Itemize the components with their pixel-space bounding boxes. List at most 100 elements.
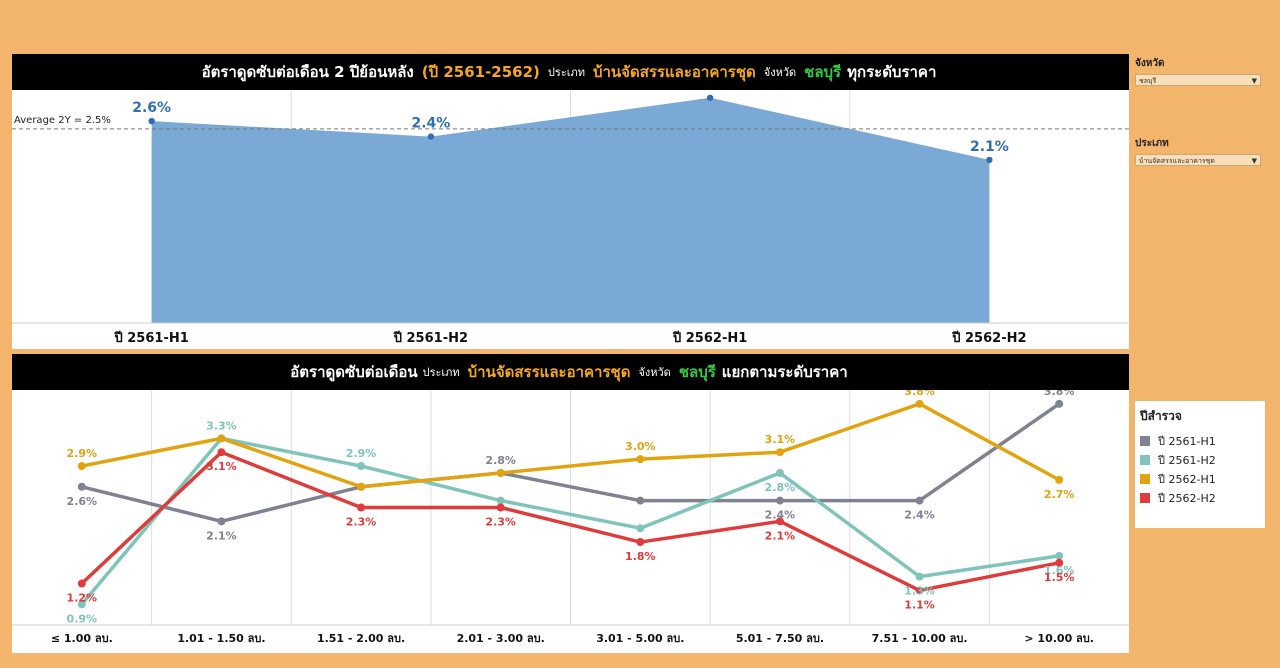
bottom-chart-title: อัตราดูดซับต่อเดือน ประเภท บ้านจัดสรรและ… <box>12 354 1129 390</box>
data-label: 0.9% <box>67 612 98 625</box>
province-select-value: ชลบุรี <box>1139 77 1157 85</box>
data-point <box>77 600 86 609</box>
bottom-title-type-value: บ้านจัดสรรและอาคารชุด <box>467 363 631 381</box>
data-label: 2.4% <box>411 116 450 132</box>
series-line <box>81 402 1061 524</box>
chevron-down-icon: ▼ <box>1251 77 1257 85</box>
data-point <box>1055 399 1064 408</box>
x-tick-label: ปี 2562-H2 <box>951 330 1026 346</box>
data-label: 2.9% <box>691 90 730 93</box>
bottom-title-main: อัตราดูดซับต่อเดือน <box>290 363 418 381</box>
data-point <box>357 462 366 471</box>
data-point <box>496 503 505 512</box>
legend-item[interactable]: ปี 2561-H1 <box>1140 431 1265 450</box>
x-tick-label: ปี 2561-H2 <box>393 330 468 346</box>
data-label: 2.8% <box>765 481 796 494</box>
data-point <box>427 133 435 140</box>
data-label: 2.1% <box>206 529 237 542</box>
top-title-type-value: บ้านจัดสรรและอาคารชุด <box>592 63 756 81</box>
x-tick-label: ≤ 1.00 ลบ. <box>51 632 113 645</box>
x-tick-label: 2.01 - 3.00 ลบ. <box>457 632 545 645</box>
x-tick-label: ปี 2561-H1 <box>113 330 188 346</box>
x-tick-label: ปี 2562-H1 <box>672 330 747 346</box>
bottom-title-suffix: แยกตามระดับราคา <box>721 363 848 381</box>
top-title-suffix: ทุกระดับราคา <box>847 63 937 81</box>
data-point <box>636 455 645 464</box>
legend-item[interactable]: ปี 2562-H2 <box>1140 488 1265 507</box>
province-filter-label: จังหวัด <box>1135 58 1165 69</box>
data-point <box>986 156 993 164</box>
top-chart-panel: 2.6% 2.4% 2.9% 2.1% Average 2Y = 2.5% ปี 2561… <box>12 77 1129 349</box>
top-title-years: (ปี 2561-2562) <box>421 63 540 81</box>
data-point <box>77 462 86 471</box>
data-label: 2.3% <box>346 516 377 529</box>
series-line <box>80 436 1060 606</box>
data-label: 3.1% <box>206 460 237 473</box>
data-point <box>496 468 505 477</box>
chevron-down-icon: ▼ <box>1251 157 1257 165</box>
legend-title: ปีสำรวจ <box>1140 409 1182 423</box>
data-point <box>915 496 924 505</box>
data-label: 1.6% <box>1044 564 1075 577</box>
data-point <box>496 496 505 505</box>
type-filter-label: ประเภท <box>1135 138 1169 149</box>
area-fill <box>151 97 990 323</box>
x-tick-label: 1.01 - 1.50 ลบ. <box>177 632 265 645</box>
legend-label: ปี 2562-H2 <box>1158 491 1216 505</box>
data-point <box>217 517 226 526</box>
data-point <box>1055 551 1064 560</box>
data-label: 2.1% <box>765 529 796 542</box>
top-title-province-value: ชลบุรี <box>804 63 842 81</box>
data-point <box>915 586 924 595</box>
bottom-chart-panel: 2.6% 2.1% 2.8% 2.4% 2.4% 3.8% 0.9% 3.3% 2.9% 2.8%… <box>12 385 1129 653</box>
legend-swatch <box>1140 492 1150 503</box>
legend-label: ปี 2561-H1 <box>1158 434 1216 448</box>
data-label: 2.6% <box>67 495 98 508</box>
legend-swatch <box>1140 454 1150 465</box>
top-chart-title: อัตราดูดซับต่อเดือน 2 ปีย้อนหลัง (ปี 256… <box>12 54 1129 90</box>
x-tick-label: 7.51 - 10.00 ลบ. <box>872 632 968 645</box>
data-label: 3.8% <box>904 390 935 398</box>
data-point <box>357 482 366 491</box>
legend-item[interactable]: ปี 2562-H1 <box>1140 469 1265 488</box>
data-point <box>1055 558 1064 567</box>
data-point <box>217 448 226 457</box>
line-chart: 2.6% 2.1% 2.8% 2.4% 2.4% 3.8% 0.9% 3.3% 2.9% 2.8%… <box>12 385 1129 645</box>
legend-item[interactable]: ปี 2561-H2 <box>1140 450 1265 469</box>
data-label: 2.8% <box>485 454 516 467</box>
data-point <box>217 434 226 443</box>
x-tick-label: 5.01 - 7.50 ลบ. <box>736 632 824 645</box>
data-label: 2.7% <box>1044 488 1075 501</box>
legend-label: ปี 2561-H2 <box>1158 453 1216 467</box>
data-point <box>775 448 784 457</box>
data-label: 2.9% <box>67 447 98 460</box>
data-label: 1.2% <box>67 592 98 605</box>
data-label: 2.1% <box>970 139 1009 155</box>
data-point <box>775 496 784 505</box>
data-point <box>775 517 784 526</box>
top-title-main: อัตราดูดซับต่อเดือน 2 ปีย้อนหลัง <box>201 63 414 81</box>
province-select[interactable]: ชลบุรี ▼ <box>1135 74 1261 86</box>
type-select[interactable]: บ้านจัดสรรและอาคารชุด ▼ <box>1135 154 1261 166</box>
legend-label: ปี 2562-H1 <box>1158 472 1216 486</box>
data-label: 1.1% <box>904 598 935 611</box>
data-point <box>636 496 645 505</box>
data-point <box>77 482 86 491</box>
data-point <box>357 503 366 512</box>
data-point <box>1055 475 1064 484</box>
legend-swatch <box>1140 435 1150 446</box>
data-point <box>915 399 924 408</box>
data-label: 2.6% <box>132 100 171 116</box>
bottom-title-province-label: จังหวัด <box>638 366 671 379</box>
bottom-title-type-label: ประเภท <box>422 366 460 379</box>
data-point <box>148 117 155 125</box>
top-title-type-label: ประเภท <box>547 66 585 79</box>
data-label: 2.4% <box>765 509 796 522</box>
area-chart: 2.6% 2.4% 2.9% 2.1% Average 2Y = 2.5% ปี 2561… <box>12 77 1129 346</box>
chart-legend: ปีสำรวจ ปี 2561-H1 ปี 2561-H2 ปี 2562-H1… <box>1135 401 1265 528</box>
data-label: 3.1% <box>765 433 796 446</box>
x-tick-label: 3.01 - 5.00 ลบ. <box>596 632 684 645</box>
type-select-value: บ้านจัดสรรและอาคารชุด <box>1139 157 1215 165</box>
data-label: 3.0% <box>625 440 656 453</box>
data-label: 2.3% <box>485 516 516 529</box>
